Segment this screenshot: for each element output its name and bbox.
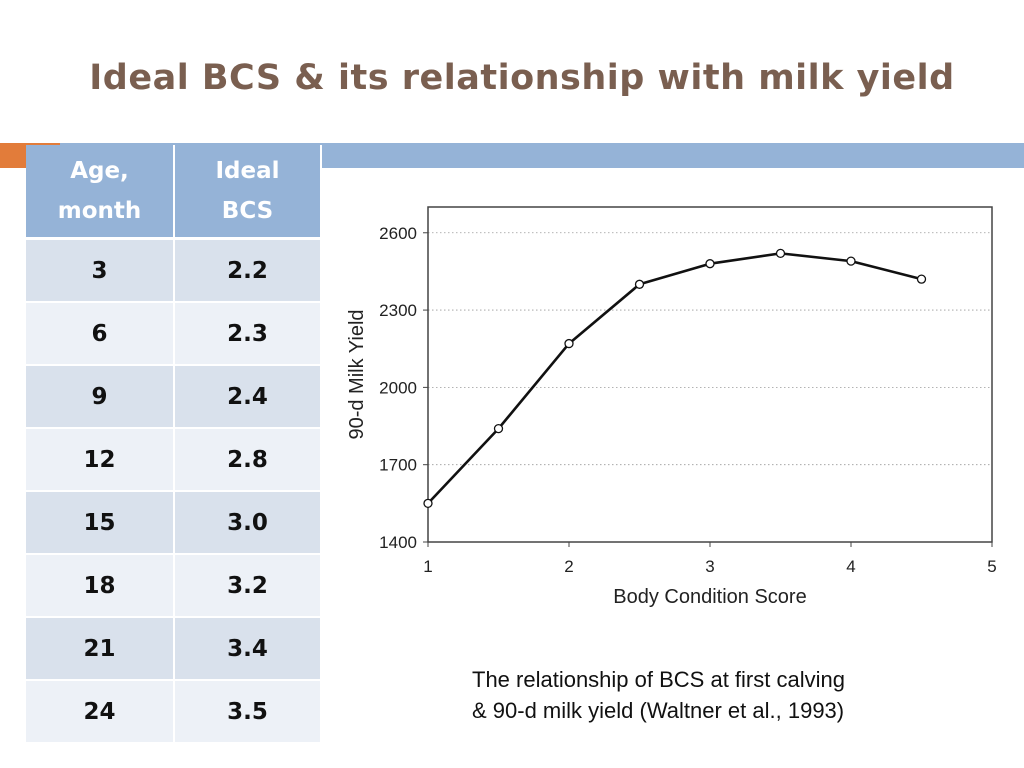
x-axis-label: Body Condition Score xyxy=(613,586,806,608)
data-point xyxy=(634,279,645,289)
header-age-line1: Age, xyxy=(70,158,129,184)
bcs-cell: 2.2 xyxy=(174,238,322,303)
bcs-cell: 3.0 xyxy=(174,491,322,555)
table-row: 21 3.4 xyxy=(26,617,322,681)
series-line xyxy=(427,252,922,505)
age-cell: 24 xyxy=(26,680,175,744)
x-tick-label: 1 xyxy=(423,557,432,576)
table-row: 18 3.2 xyxy=(26,554,322,618)
bcs-cell: 2.4 xyxy=(174,365,322,429)
header-ideal-bcs: Ideal BCS xyxy=(174,145,322,240)
data-point xyxy=(705,259,715,269)
bcs-cell: 3.5 xyxy=(174,680,322,744)
bcs-cell: 2.3 xyxy=(174,302,322,366)
bcs-cell: 3.2 xyxy=(174,554,322,618)
age-cell: 6 xyxy=(26,302,175,366)
table-row: 24 3.5 xyxy=(26,680,322,744)
header-age-month: Age, month xyxy=(26,145,175,240)
y-tick-label: 1700 xyxy=(379,456,417,475)
header-bcs-line1: Ideal xyxy=(215,158,280,184)
caption-line-2: & 90-d milk yield (Waltner et al., 1993) xyxy=(472,698,845,723)
bcs-cell: 2.8 xyxy=(174,428,322,492)
age-cell: 12 xyxy=(26,428,175,492)
age-cell: 3 xyxy=(26,238,175,303)
table-row: 15 3.0 xyxy=(26,491,322,555)
y-axis-label: 90-d Milk Yield xyxy=(346,309,368,439)
header-accent-square xyxy=(0,143,28,168)
milk-yield-chart: 1400 1700 2000 2300 2600 1 2 3 4 5 Body Condition … xyxy=(346,206,997,608)
x-tick-label: 5 xyxy=(987,557,996,576)
data-point xyxy=(916,274,927,284)
data-point xyxy=(846,256,856,266)
data-point xyxy=(493,423,504,434)
table-row: 6 2.3 xyxy=(26,302,322,366)
y-tick-label: 1400 xyxy=(379,533,417,552)
data-point xyxy=(564,338,574,349)
chart-caption: The relationship of BCS at first calving… xyxy=(472,664,845,726)
x-tick-label: 3 xyxy=(705,557,714,576)
table-row: 3 2.2 xyxy=(26,238,322,303)
ideal-bcs-table: Age, month Ideal BCS 3 2.2 6 2.3 9 2.4 1… xyxy=(26,145,322,744)
table-header-row: Age, month Ideal BCS xyxy=(26,145,322,240)
milk-yield-chart-container: 1400 1700 2000 2300 2600 1 2 3 4 5 Body Condition … xyxy=(330,190,1020,620)
age-cell: 15 xyxy=(26,491,175,555)
header-bcs-line2: BCS xyxy=(221,198,274,224)
data-point xyxy=(423,498,433,508)
header-age-line2: month xyxy=(57,198,142,224)
age-cell: 9 xyxy=(26,365,175,429)
y-tick-label: 2000 xyxy=(379,378,417,397)
x-tick-label: 4 xyxy=(846,557,855,576)
header-accent-line xyxy=(28,143,60,145)
data-point xyxy=(775,248,786,259)
caption-line-1: The relationship of BCS at first calving xyxy=(472,667,845,692)
slide-title: Ideal BCS & its relationship with milk y… xyxy=(89,58,955,98)
bcs-cell: 3.4 xyxy=(174,617,322,681)
plot-frame xyxy=(427,206,993,543)
age-cell: 18 xyxy=(26,554,175,618)
table-row: 9 2.4 xyxy=(26,365,322,429)
x-tick-label: 2 xyxy=(564,557,573,576)
y-tick-label: 2300 xyxy=(379,301,417,320)
y-tick-label: 2600 xyxy=(379,224,417,243)
table-row: 12 2.8 xyxy=(26,428,322,492)
age-cell: 21 xyxy=(26,617,175,681)
